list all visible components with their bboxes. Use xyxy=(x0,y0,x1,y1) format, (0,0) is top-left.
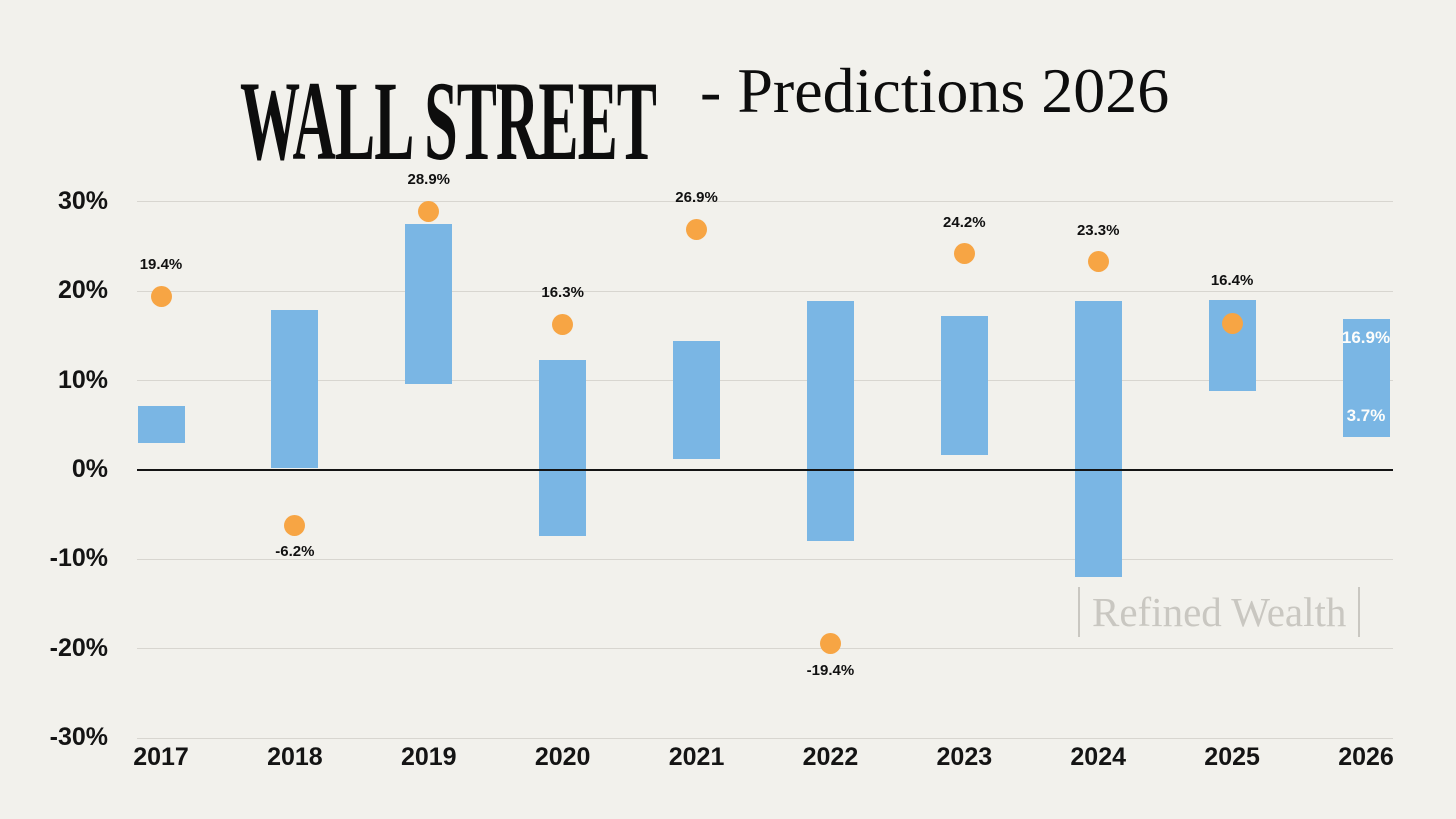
bar-inside-label-high-2026: 16.9% xyxy=(1341,327,1391,347)
actual-return-label-2019: 28.9% xyxy=(407,171,451,189)
prediction-range-bar-2018 xyxy=(271,309,319,469)
gridline-30 xyxy=(137,201,1393,203)
actual-return-label-2024: 23.3% xyxy=(1076,221,1120,239)
actual-return-dot-2021 xyxy=(686,218,708,240)
x-axis-label-2021: 2021 xyxy=(668,743,725,771)
watermark-label: Refined Wealth xyxy=(1078,587,1361,637)
gridline--20 xyxy=(137,648,1393,650)
prediction-range-bar-2024 xyxy=(1074,300,1122,578)
prediction-range-bar-2020 xyxy=(539,359,587,537)
actual-return-dot-2020 xyxy=(552,313,574,335)
x-axis-label-2020: 2020 xyxy=(534,743,591,771)
actual-return-dot-2019 xyxy=(418,200,440,222)
actual-return-label-2025: 16.4% xyxy=(1210,272,1254,290)
bar-inside-label-low-2026: 3.7% xyxy=(1346,405,1386,425)
actual-return-label-2017: 19.4% xyxy=(139,256,183,274)
page-title-suffix: - Predictions 2026 xyxy=(700,55,1170,126)
y-axis-label--10: -10% xyxy=(49,544,108,573)
actual-return-label-2020: 16.3% xyxy=(541,284,584,302)
y-axis-label-30: 30% xyxy=(57,186,108,215)
x-axis-label-2019: 2019 xyxy=(400,743,457,771)
actual-return-label-2023: 24.2% xyxy=(943,213,986,231)
y-axis-label--30: -30% xyxy=(49,723,108,752)
prediction-range-bar-2026 xyxy=(1342,318,1390,437)
y-axis-label-10: 10% xyxy=(57,365,108,394)
actual-return-dot-2023 xyxy=(953,243,975,265)
gridline-20 xyxy=(137,290,1393,292)
actual-return-dot-2025 xyxy=(1221,312,1243,334)
actual-return-label-2021: 26.9% xyxy=(675,189,718,207)
actual-return-dot-2024 xyxy=(1087,251,1109,273)
x-axis-label-2024: 2024 xyxy=(1070,743,1127,771)
prediction-range-bar-2017 xyxy=(137,406,185,444)
gridline--30 xyxy=(137,737,1393,739)
actual-return-label-2022: -19.4% xyxy=(806,661,855,679)
x-axis-label-2025: 2025 xyxy=(1204,743,1260,771)
gridline--10 xyxy=(137,558,1393,560)
actual-return-label-2018: -6.2% xyxy=(275,543,315,561)
x-axis-label-2026: 2026 xyxy=(1338,743,1394,771)
actual-return-dot-2018 xyxy=(284,514,306,536)
actual-return-dot-2017 xyxy=(150,285,172,307)
prediction-range-bar-2022 xyxy=(806,300,854,541)
gridline-10 xyxy=(137,380,1393,382)
actual-return-dot-2022 xyxy=(819,633,841,655)
watermark: Refined Wealth xyxy=(1078,587,1361,637)
x-axis-label-2017: 2017 xyxy=(133,743,189,771)
prediction-range-bar-2023 xyxy=(940,316,988,455)
x-axis-label-2018: 2018 xyxy=(267,743,323,771)
prediction-range-bar-2019 xyxy=(405,224,453,385)
zero-baseline xyxy=(137,469,1393,471)
y-axis-label-0: 0% xyxy=(71,455,108,483)
x-axis-label-2023: 2023 xyxy=(936,743,993,771)
x-axis-label-2022: 2022 xyxy=(802,743,859,771)
y-axis-label--20: -20% xyxy=(49,633,108,662)
prediction-range-bar-2021 xyxy=(673,341,721,460)
page-title-masthead: WALL STREET xyxy=(240,57,657,185)
y-axis-label-20: 20% xyxy=(57,276,108,305)
